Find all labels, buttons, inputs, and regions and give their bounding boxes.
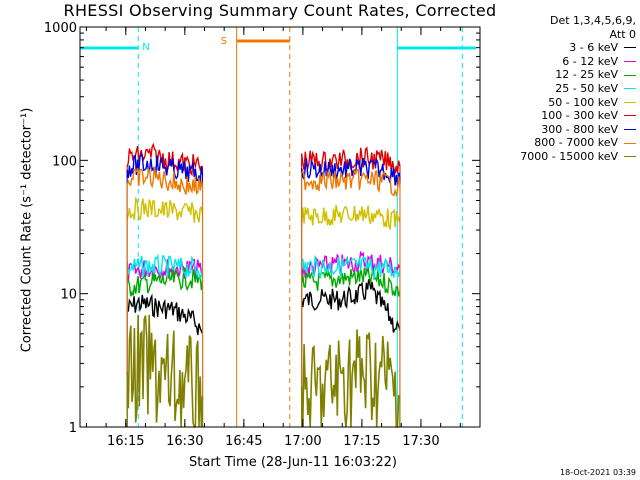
legend-entry: 50 - 100 keV [520,96,636,110]
series-line [301,255,401,280]
legend-swatch [624,88,636,90]
legend-entry: 6 - 12 keV [520,55,636,69]
night-marker-label: N [142,42,149,53]
legend-entry: 100 - 300 keV [520,109,636,123]
legend-header-attenuator: Att 0 [609,27,636,41]
legend-entry: 800 - 7000 keV [520,136,636,150]
legend-entry-label: 6 - 12 keV [562,54,618,68]
y-tick-label: 100 [52,154,77,169]
saa-marker-label: S [221,36,227,47]
legend-swatch [624,142,636,144]
legend-swatch [624,129,636,131]
legend-entry-label: 300 - 800 keV [541,122,618,136]
legend-entry: 300 - 800 keV [520,123,636,137]
legend-entry-label: 50 - 100 keV [548,95,618,109]
series-line [126,253,204,280]
series-line [126,166,204,195]
legend-entry: 12 - 25 keV [520,68,636,82]
x-tick-label: 17:00 [284,434,321,449]
x-tick-label: 16:15 [107,434,144,449]
series-line [300,266,401,297]
y-tick-label: 1 [69,421,77,436]
plot-frame [79,26,481,428]
y-tick-label: 1000 [44,21,77,36]
series-line [126,152,204,185]
x-tick-label: 16:30 [166,434,203,449]
x-tick-label: 17:15 [343,434,380,449]
generation-timestamp: 18-Oct-2021 03:39 [560,468,636,477]
x-axis-label: Start Time (28-Jun-11 16:03:22) [189,455,397,470]
legend-entry-label: 7000 - 15000 keV [520,149,618,163]
legend-entry-label: 100 - 300 keV [541,109,618,123]
series-line [300,157,401,186]
legend-swatch [624,74,636,76]
chart-title: RHESSI Observing Summary Count Rates, Co… [63,1,497,20]
legend-header-detectors: Det 1,3,4,5,6,9, [549,14,636,27]
series-line [126,293,204,336]
series-line [300,329,401,428]
legend-entry: 3 - 6 keV [520,41,636,55]
legend-entry-label: 25 - 50 keV [555,81,618,95]
series-line [126,258,204,283]
y-axis-label: Corrected Count Rate (s⁻¹ detector⁻¹) [19,107,35,353]
legend-swatch [624,101,636,103]
legend-entry-label: 800 - 7000 keV [534,136,618,150]
y-tick-label: 10 [60,288,77,303]
series-line [300,279,401,333]
legend-swatch [624,47,636,49]
x-tick-label: 17:30 [402,434,439,449]
series-line [126,267,204,297]
legend-swatch [624,61,636,63]
legend-swatch [624,115,636,117]
series-line [300,204,401,230]
series-line [126,314,204,429]
x-tick-label: 16:45 [225,434,262,449]
legend-entry: 7000 - 15000 keV [520,150,636,164]
legend-entry-label: 12 - 25 keV [555,68,618,82]
chart-legend: Det 1,3,4,5,6,9, Att 0 3 - 6 keV 6 - 12 k… [520,14,636,164]
series-line [300,168,401,198]
legend-entry: 25 - 50 keV [520,82,636,96]
legend-swatch [624,156,636,158]
series-line [126,196,204,224]
legend-entry-label: 3 - 6 keV [569,41,618,55]
